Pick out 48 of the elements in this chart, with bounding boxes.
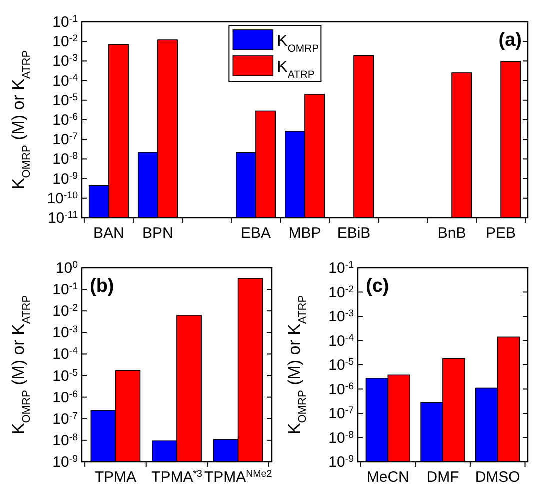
y-tick-label: 10$^{-1}$ [328, 260, 354, 277]
y-tick-label: 10$^{-3}$ [52, 52, 78, 70]
y-tick-label: 10$^{-4}$ [52, 346, 79, 364]
x-tick-label: BPN [142, 225, 174, 242]
x-tick-label: TPMA [94, 469, 137, 486]
x-tick-label: MBP [288, 225, 322, 242]
y-tick-label: 10$^{-9}$ [52, 454, 78, 471]
y-tick-label: 10$^{-3}$ [328, 308, 354, 326]
x-tick-label: MeCN [366, 469, 410, 486]
y-tick-label: 10$^{-5}$ [328, 356, 355, 374]
y-tick-label: 10$^{-1}$ [52, 14, 78, 31]
y-tick-label: 10$^{-9}$ [52, 170, 78, 188]
chart-title: (c) [366, 276, 390, 297]
y-tick-label: 10$^{-3}$ [52, 324, 78, 342]
y-tick-label: 10$^{-8}$ [328, 429, 354, 447]
x-tick-label: DMF [426, 469, 460, 486]
y-tick-label: 10$^{-8}$ [52, 432, 78, 450]
y-tick-label: 10$^{-1}$ [52, 281, 78, 299]
y-tick-label: 10$^{-6}$ [52, 112, 78, 129]
y-tick-label: 10$^{-6}$ [328, 380, 354, 398]
y-tick-label: 10$^{-7}$ [328, 405, 354, 422]
legend-label: K$_{ATRP}$ [277, 59, 315, 80]
x-tick-label: BAN [94, 225, 124, 242]
x-tick-label: EBiB [337, 225, 371, 242]
x-tick-label: DMSO [475, 469, 520, 486]
x-tick-label: TPMA$^{*3}$ [152, 468, 202, 486]
y-tick-label: 10$^{-7}$ [52, 410, 78, 428]
y-tick-label: 10$^{-4}$ [328, 332, 355, 350]
y-tick-label: 10$^{-10}$ [47, 190, 79, 208]
y-tick-label: 10$^{-8}$ [52, 150, 78, 168]
y-tick-label: 10$^{-4}$ [52, 72, 79, 90]
x-tick-label: BnB [438, 225, 466, 242]
y-tick-label: 10$^{-2}$ [52, 302, 78, 320]
y-tick-label: 10$^{-11}$ [48, 210, 78, 227]
x-tick-label: EBA [240, 225, 271, 242]
x-tick-label: TPMA$^{NMe2}$ [204, 468, 272, 486]
y-tick-label: 10$^{-9}$ [328, 454, 354, 471]
y-tick-label: 10$^{-7}$ [52, 131, 78, 149]
chart-title: (b) [90, 276, 114, 297]
y-tick-label: 10$^{-6}$ [52, 388, 78, 406]
y-tick-label: 10$^{0}$ [56, 260, 79, 277]
legend-label: K$_{OMRP}$ [277, 33, 320, 54]
y-tick-label: 10$^{-5}$ [52, 92, 79, 110]
y-tick-label: 10$^{-2}$ [328, 284, 354, 302]
chart-title: (a) [498, 30, 522, 51]
x-tick-label: PEB [486, 225, 516, 242]
y-tick-label: 10$^{-2}$ [52, 33, 78, 51]
y-tick-label: 10$^{-5}$ [52, 367, 79, 385]
